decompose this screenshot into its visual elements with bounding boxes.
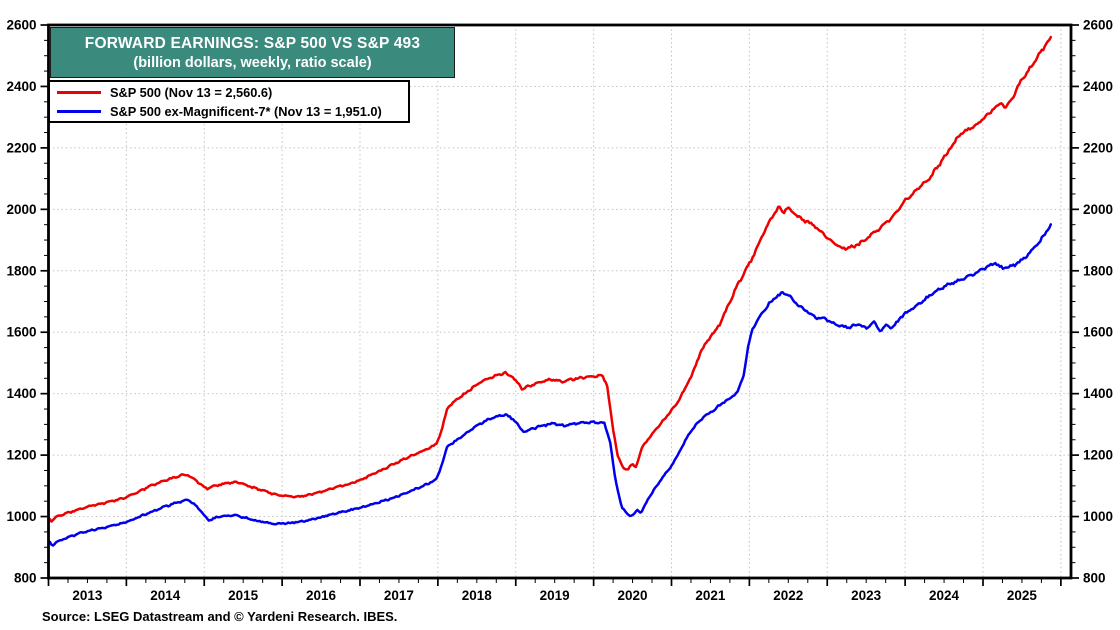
axis-tick-label: 2400 [6,79,36,94]
axis-tick-label: 800 [14,571,37,586]
axis-tick-label: 1000 [6,509,36,524]
axis-tick-label: 1800 [6,263,36,278]
axis-tick-label: 2000 [6,202,36,217]
series-line-sp493 [48,223,1053,547]
axis-tick-label: 2200 [1083,140,1113,155]
legend-item-sp493: S&P 500 ex-Magnificent-7* (Nov 13 = 1,95… [57,103,408,119]
axis-tick-label: 1600 [1083,325,1113,340]
axis-tick-label: 2025 [1007,588,1038,603]
axis-tick-label: 1800 [1083,263,1113,278]
axis-tick-label: 1400 [1083,386,1113,401]
x-axis-year-labels: 2013 2014 2015 2016 2017 2018 2019 2020 2021 2022… [72,588,1037,603]
y-axis-labels-right: 800 1000 1200 1400 1600 1800 2000 2200 2400 2600 [1083,18,1113,586]
axis-tick-label: 2024 [929,588,960,603]
legend-label-sp493: S&P 500 ex-Magnificent-7* (Nov 13 = 1,95… [110,103,382,119]
axis-tick-label: 2013 [72,588,103,603]
axis-tick-label: 800 [1083,571,1106,586]
axis-tick-label: 1000 [1083,509,1113,524]
axis-tick-label: 1200 [1083,448,1113,463]
chart-title-box: FORWARD EARNINGS: S&P 500 VS S&P 493 (bi… [50,27,455,78]
axis-tick-label: 2015 [228,588,259,603]
axis-tick-label: 2021 [695,588,726,603]
y-axis-labels-left: 800 1000 1200 1400 1600 1800 2000 2200 2400 2600 [6,18,36,586]
legend: S&P 500 (Nov 13 = 2,560.6) S&P 500 ex-Ma… [48,80,410,123]
axis-tick-label: 2017 [384,588,414,603]
axis-tick-label: 2600 [1083,18,1113,33]
series-line-sp500 [48,35,1053,523]
source-note: Source: LSEG Datastream and © Yardeni Re… [42,609,398,624]
axis-tick-label: 2600 [6,18,36,33]
axis-tick-label: 2023 [851,588,882,603]
plot-frame [47,23,1073,580]
axis-tick-label: 1600 [6,325,36,340]
axis-tick-label: 2000 [1083,202,1113,217]
legend-item-sp500: S&P 500 (Nov 13 = 2,560.6) [57,84,408,100]
sp500-line-swatch [57,90,101,94]
sp493-line-swatch [57,109,101,113]
axis-tick-label: 2200 [6,140,36,155]
axis-tick-label: 2022 [773,588,803,603]
axis-tick-label: 2020 [618,588,648,603]
axis-tick-label: 2014 [150,588,181,603]
axis-tick-label: 1200 [6,448,36,463]
legend-label-sp500: S&P 500 (Nov 13 = 2,560.6) [110,84,273,100]
grid-lines [48,25,1071,578]
chart-subtitle: (billion dollars, weekly, ratio scale) [133,54,372,71]
axis-tick-label: 1400 [6,386,36,401]
axis-tick-label: 2016 [306,588,337,603]
axis-tick-label: 2019 [540,588,570,603]
chart-title: FORWARD EARNINGS: S&P 500 VS S&P 493 [84,34,421,52]
axis-tick-label: 2400 [1083,79,1113,94]
axis-tick-label: 2018 [462,588,493,603]
